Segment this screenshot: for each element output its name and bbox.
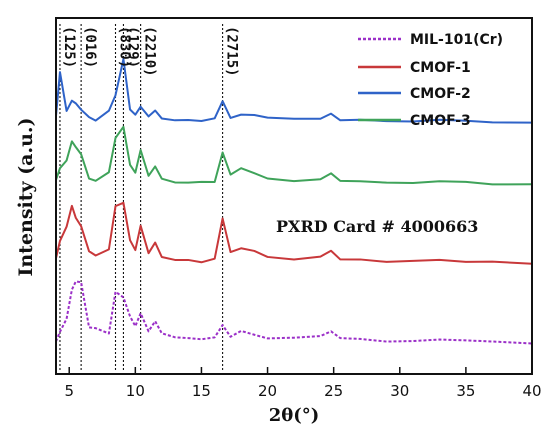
series-line-2: [55, 201, 533, 265]
legend-label-cmof2: CMOF-2: [410, 86, 471, 102]
series-line-4: [55, 125, 533, 186]
x-tick-label: 35: [456, 382, 475, 400]
x-axis-label: 2θ(°): [269, 405, 320, 426]
peak-labels-layer: (125) (016) (830)(129) (2210) (2715): [61, 26, 240, 77]
plot-frame: [55, 17, 533, 375]
peak-label: (016): [82, 26, 98, 68]
x-tick-label: 15: [192, 382, 211, 400]
x-tick-label: 30: [390, 382, 409, 400]
x-tick-label: 25: [324, 382, 343, 400]
legend-label-cmof3: CMOF-3: [410, 113, 471, 129]
pxrd-card-annotation: PXRD Card # 4000663: [276, 217, 478, 236]
x-tick-label: 40: [522, 382, 541, 400]
peak-label: (830): [117, 26, 133, 68]
peak-label: (2715): [224, 26, 240, 77]
x-axis-ticks: 5 10 15 20 25 30 35 40: [64, 367, 542, 400]
x-tick-label: 10: [126, 382, 145, 400]
y-axis-label: Intensity (a.u.): [15, 117, 37, 276]
series-line-1: [55, 280, 533, 345]
x-tick-label: 5: [64, 382, 74, 400]
legend-label-mil101: MIL-101(Cr): [410, 32, 503, 48]
peak-label: (125): [61, 26, 77, 68]
legend-label-cmof1: CMOF-1: [410, 60, 471, 76]
peak-label: (2210): [142, 26, 158, 77]
legend: MIL-101(Cr) CMOF-1 CMOF-2 CMOF-3: [358, 32, 503, 129]
x-tick-label: 20: [258, 382, 277, 400]
peak-label: (129): [124, 26, 140, 68]
